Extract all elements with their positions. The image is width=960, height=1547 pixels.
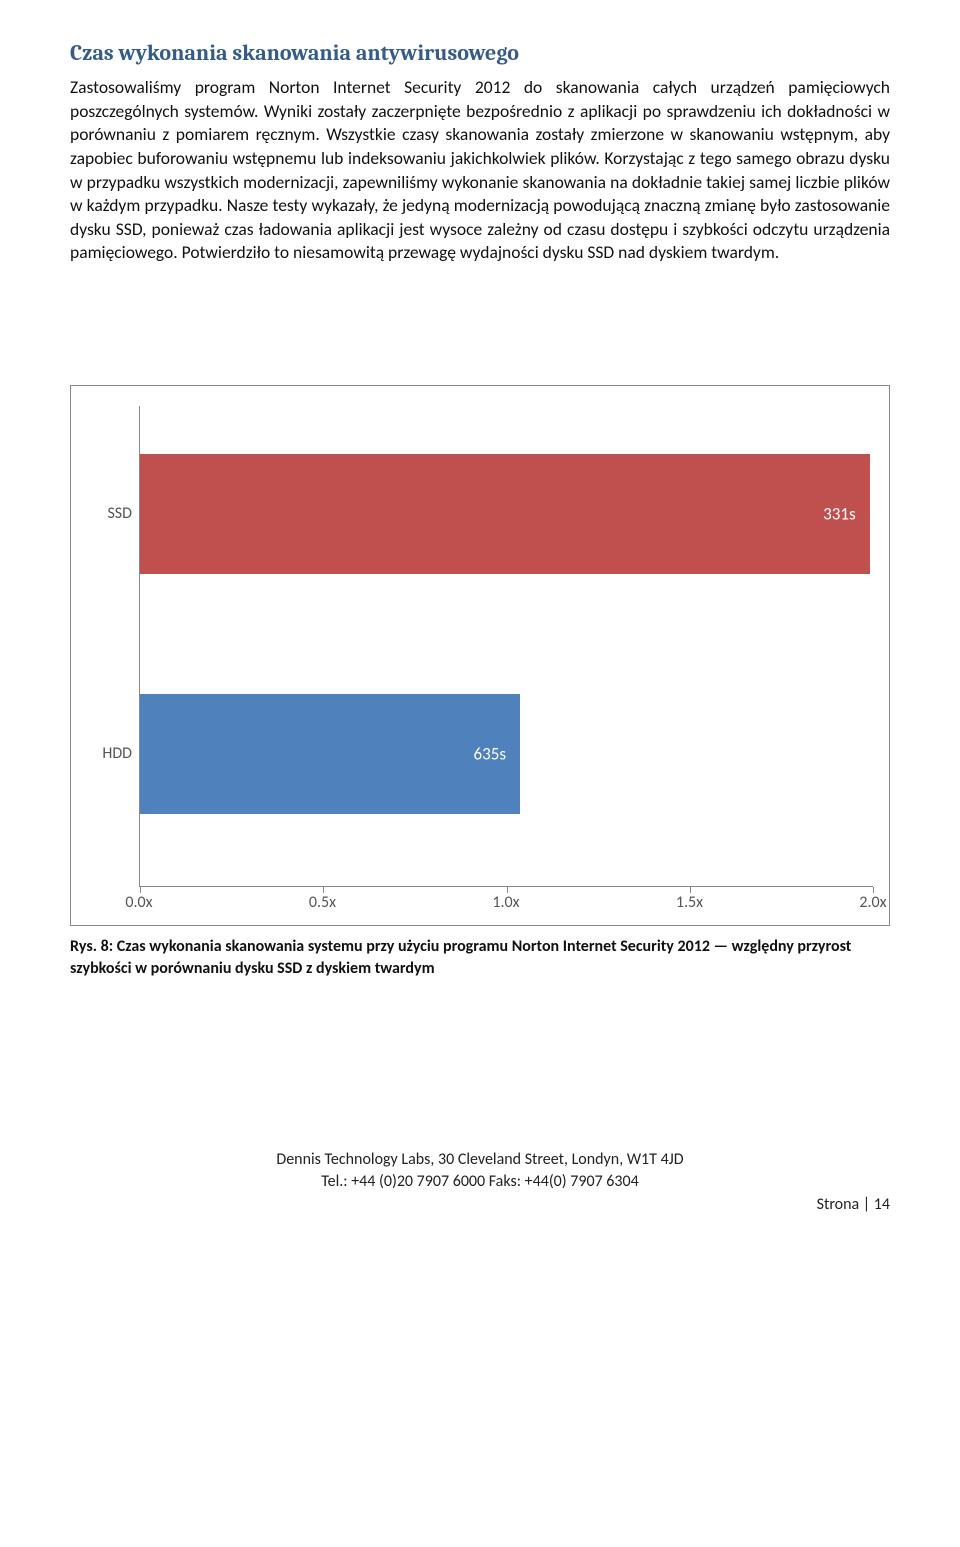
section-title: Czas wykonania skanowania antywirusowego: [70, 40, 890, 66]
x-axis-label: 2.0x: [859, 893, 886, 912]
bar: 635s: [140, 694, 520, 814]
bar: 331s: [140, 454, 870, 574]
y-axis-label: HDD: [84, 744, 132, 763]
body-paragraph: Zastosowaliśmy program Norton Internet S…: [70, 76, 890, 265]
bar-row: SSD331s: [140, 454, 870, 574]
page-number: Strona | 14: [70, 1194, 890, 1216]
footer-phone: Tel.: +44 (0)20 7907 6000 Faks: +44(0) 7…: [70, 1171, 890, 1193]
bar-value-label: 635s: [474, 744, 507, 765]
page-footer: Dennis Technology Labs, 30 Cleveland Str…: [70, 1149, 890, 1216]
scan-time-chart: SSD331sHDD635s 0.0x0.5x1.0x1.5x2.0x: [70, 385, 890, 926]
x-axis-label: 0.5x: [309, 893, 336, 912]
x-axis-label: 0.0x: [125, 893, 152, 912]
figure-caption: Rys. 8: Czas wykonania skanowania system…: [70, 936, 890, 979]
x-axis-label: 1.0x: [492, 893, 519, 912]
y-axis-label: SSD: [84, 504, 132, 523]
bar-value-label: 331s: [823, 504, 856, 525]
footer-address: Dennis Technology Labs, 30 Cleveland Str…: [70, 1149, 890, 1171]
x-axis-label: 1.5x: [676, 893, 703, 912]
bar-row: HDD635s: [140, 694, 520, 814]
